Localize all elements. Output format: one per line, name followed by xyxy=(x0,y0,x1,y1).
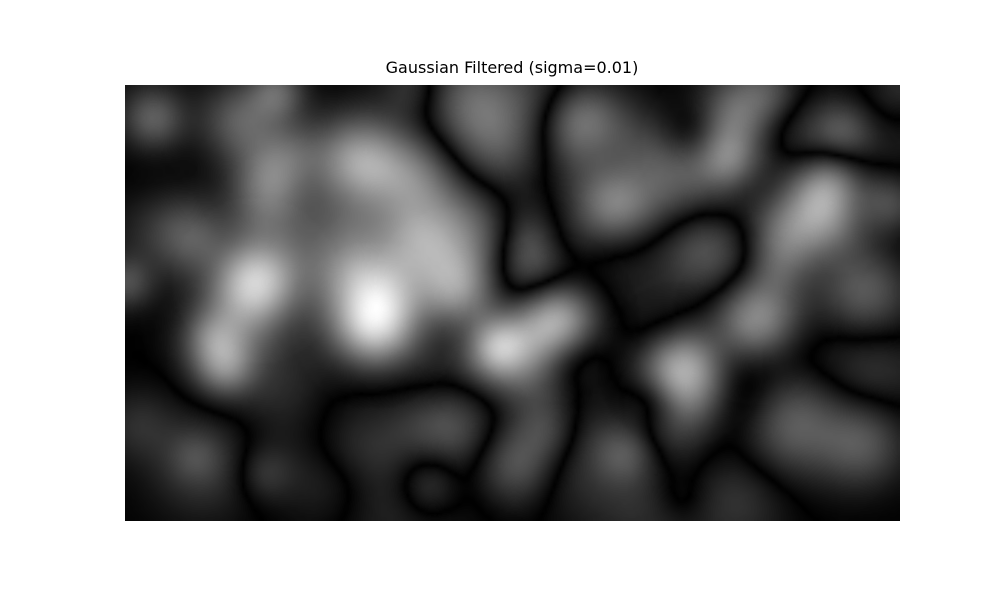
filtered-image xyxy=(125,85,900,521)
figure-title: Gaussian Filtered (sigma=0.01) xyxy=(385,58,639,77)
filtered-image-canvas xyxy=(125,85,900,521)
